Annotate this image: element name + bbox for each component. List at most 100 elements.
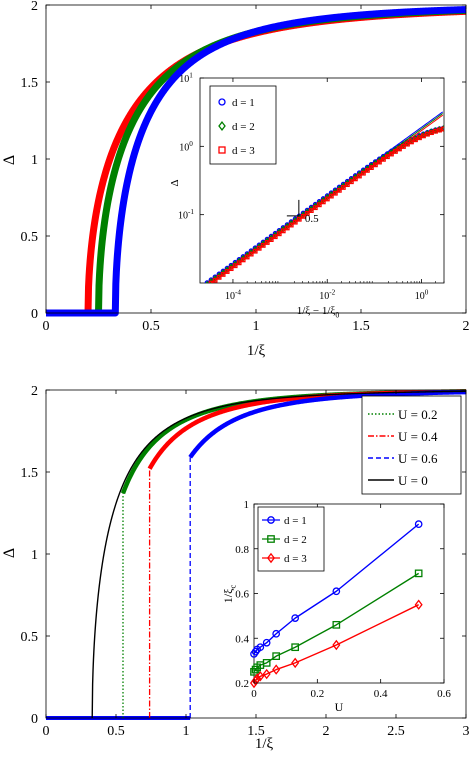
data-marker: [356, 173, 362, 179]
data-marker: [272, 234, 278, 240]
inset-data-marker: [272, 652, 281, 661]
y-tick-label: 1.5: [21, 76, 39, 91]
inset-x-tick-label: 0.4: [374, 688, 388, 700]
inset-data-marker: [291, 614, 300, 622]
inset-y-tick-label: 10-1: [178, 208, 194, 222]
legend-label: d = 1: [284, 515, 307, 527]
legend-label: d = 1: [232, 97, 255, 109]
x-tick-label: 1.5: [352, 319, 370, 334]
legend-label: d = 3: [284, 553, 307, 565]
data-marker: [244, 254, 250, 260]
y-axis-label: Δ: [1, 155, 18, 165]
inset-data-marker: [332, 587, 341, 596]
inset-data-marker: [262, 659, 271, 667]
inset-y-tick-label: 100: [179, 140, 193, 154]
data-marker: [360, 170, 366, 176]
y-axis-label: Δ: [1, 548, 18, 558]
data-marker: [232, 263, 238, 269]
data-marker: [380, 156, 386, 162]
series-curve: [188, 389, 468, 459]
data-marker: [236, 260, 242, 266]
top-inset: 10-4 10-2 100 10-1 100 101 1/ξ − 1/ξ0 Δ 0.5 d = 1…: [169, 72, 445, 319]
data-marker: [340, 184, 346, 190]
x-tick-label: 1: [253, 319, 260, 334]
data-marker: [212, 277, 218, 283]
inset-data-marker: [256, 671, 265, 682]
legend-marker: [218, 121, 226, 131]
data-marker: [328, 193, 334, 199]
inset-x-tick-label: 0.6: [437, 688, 451, 700]
inset-data-marker: [414, 520, 423, 528]
data-marker: [216, 274, 222, 280]
inset-data-marker: [291, 643, 300, 652]
data-marker: [292, 219, 298, 225]
inset-data-marker: [272, 664, 281, 675]
y-tick-label: 1: [31, 548, 38, 563]
data-marker: [372, 162, 378, 168]
data-marker: [352, 176, 358, 182]
x-tick-label: 2.5: [387, 724, 405, 739]
legend-label: d = 2: [284, 534, 307, 546]
inset-plot: [204, 111, 444, 283]
series-line: [43, 6, 469, 317]
data-marker: [332, 190, 338, 196]
x-tick-label: 0: [43, 319, 50, 334]
x-axis-label: 1/ξ: [255, 736, 274, 752]
x-tick-label: 0: [43, 724, 50, 739]
data-marker: [308, 208, 314, 213]
inset-y-tick-label: 0.8: [235, 544, 249, 556]
data-marker: [384, 154, 390, 160]
data-marker: [348, 179, 354, 185]
inset-x-axis-label: U: [335, 700, 344, 714]
legend-marker: [218, 98, 226, 106]
inset-x-tick-label: 100: [415, 289, 429, 303]
data-marker: [364, 167, 370, 173]
inset-data-marker: [262, 638, 271, 647]
data-marker: [228, 266, 234, 272]
data-marker: [248, 251, 254, 257]
data-marker: [316, 202, 322, 208]
x-tick-label: 0.5: [142, 319, 160, 334]
inset-data-marker: [256, 643, 265, 652]
y-tick-label: 1: [31, 153, 38, 168]
data-marker: [284, 225, 290, 231]
legend-label: U = 0.6: [398, 451, 438, 466]
inset-data-marker: [414, 599, 423, 610]
legend-label: U = 0.2: [398, 407, 437, 422]
inset-y-tick-label: 0.6: [235, 589, 249, 601]
data-marker: [288, 222, 294, 228]
y-tick-label: 0: [31, 307, 38, 322]
data-marker: [208, 278, 214, 283]
inset-x-tick-label: 0.2: [310, 688, 324, 700]
data-marker: [441, 126, 444, 132]
inset-y-tick-label: 101: [179, 72, 193, 86]
y-tick-label: 0.5: [21, 230, 39, 245]
data-marker: [312, 205, 318, 211]
data-marker: [392, 148, 398, 154]
inset-x-axis-label: 1/ξ − 1/ξ0: [297, 305, 340, 319]
data-marker: [388, 151, 394, 157]
y-tick-label: 0: [31, 712, 38, 727]
x-tick-label: 1.5: [247, 724, 265, 739]
data-marker: [264, 240, 270, 245]
x-axis-label: 1/ξ: [247, 343, 266, 359]
inset-data-marker: [332, 620, 341, 629]
data-marker: [224, 269, 230, 274]
x-tick-label: 0.5: [107, 724, 125, 739]
legend-label: d = 3: [232, 145, 255, 157]
legend-marker: [218, 146, 226, 154]
data-marker: [300, 213, 306, 219]
y-tick-label: 1.5: [21, 466, 39, 481]
data-marker: [344, 182, 350, 188]
data-marker: [296, 216, 302, 222]
x-tick-label: 1: [183, 724, 190, 739]
data-marker: [324, 196, 330, 202]
y-tick-label: 0.5: [21, 630, 39, 645]
series-curve: [91, 390, 467, 719]
inset-data-marker: [262, 668, 271, 680]
main-legend: [361, 395, 462, 495]
inset-y-tick-label: 1: [244, 499, 250, 511]
inset-y-axis-label: Δ: [169, 179, 181, 186]
